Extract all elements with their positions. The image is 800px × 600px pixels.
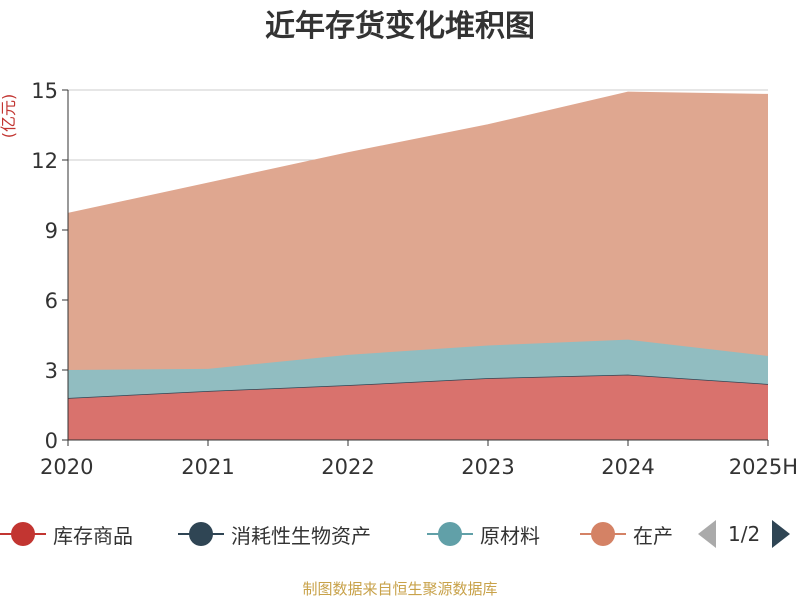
legend: 库存商品 消耗性生物资产 原材料 在产 <box>0 514 800 554</box>
legend-label: 在产 <box>633 523 673 548</box>
data-source-note: 制图数据来自恒生聚源数据库 <box>302 580 498 598</box>
y-tick-label: 15 <box>31 79 58 103</box>
y-tick-label: 6 <box>45 289 58 313</box>
legend-item-kucun[interactable]: 库存商品 <box>0 514 133 554</box>
legend-label: 消耗性生物资产 <box>231 523 371 548</box>
legend-marker <box>580 514 626 554</box>
legend-next-page-icon[interactable] <box>772 520 791 548</box>
area-series-库存商品 <box>68 374 768 440</box>
stacked-areas <box>67 91 769 440</box>
y-tick-label: 3 <box>45 359 58 383</box>
area-series-原材料 <box>68 339 768 398</box>
x-tick-label: 2020 <box>40 455 93 479</box>
series-line-在产 <box>67 91 769 215</box>
area-series-在产 <box>68 92 768 370</box>
y-tick-label: 0 <box>45 429 58 453</box>
legend-item-zaichan[interactable]: 在产 <box>580 514 673 554</box>
x-tick-label: 2021 <box>181 455 234 479</box>
legend-marker <box>178 514 224 554</box>
x-tick-label: 2025H <box>729 455 798 479</box>
tick-labels: 0 3 6 9 12 15 2020 2021 2022 2023 2024 2025H <box>31 79 798 479</box>
x-tick-label: 2023 <box>461 455 514 479</box>
legend-item-xiaohao[interactable]: 消耗性生物资产 <box>178 514 371 554</box>
legend-marker <box>0 514 46 554</box>
axes <box>62 89 769 446</box>
legend-label: 库存商品 <box>53 523 133 548</box>
legend-marker <box>427 514 473 554</box>
legend-prev-page-icon[interactable] <box>698 520 716 548</box>
legend-label: 原材料 <box>480 523 540 548</box>
legend-item-yuancailiao[interactable]: 原材料 <box>427 514 540 554</box>
legend-pager: 1/2 <box>698 514 791 554</box>
chart-title: 近年存货变化堆积图 <box>265 9 535 44</box>
legend-page-indicator: 1/2 <box>728 522 761 546</box>
y-tick-label: 12 <box>31 149 58 173</box>
x-tick-label: 2024 <box>601 455 654 479</box>
y-axis-label: (亿元) <box>0 94 18 139</box>
x-tick-label: 2022 <box>321 455 374 479</box>
y-tick-label: 9 <box>45 219 58 243</box>
